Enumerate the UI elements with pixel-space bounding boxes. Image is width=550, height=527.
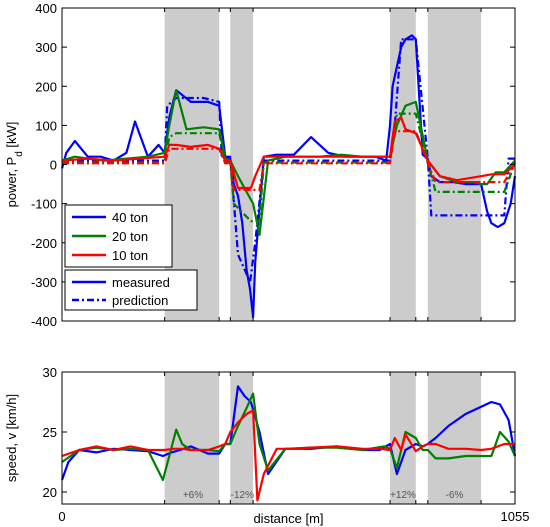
power-grade-region — [390, 8, 416, 321]
legend-label: 10 ton — [112, 248, 148, 263]
power-series-40-ton-prediction — [62, 38, 515, 283]
power-series-20-ton-prediction — [62, 112, 517, 223]
power-grade-region — [230, 8, 254, 321]
power-ytick-label: -400 — [31, 314, 57, 329]
legend: 40 ton 20 ton 10 ton measured prediction — [64, 204, 198, 311]
power-ytick-label: 400 — [35, 1, 57, 16]
power-ylabel-sub: d — [14, 151, 25, 157]
power-ylabel-unit: [kW] — [4, 122, 19, 152]
speed-series-40-ton — [60, 385, 517, 481]
grade-label: +12% — [390, 490, 416, 501]
grade-label: -6% — [446, 490, 464, 501]
power-ytick-label: 300 — [35, 40, 57, 55]
speed-ytick-label: 25 — [43, 425, 57, 440]
speed-xtick-label: 1055 — [501, 509, 530, 524]
power-series-40-ton-measured — [60, 34, 517, 319]
speed-ytick-label: 30 — [43, 365, 57, 380]
legend-label: 40 ton — [112, 210, 148, 225]
grade-label: +6% — [183, 490, 203, 501]
speed-ylabel: speed, v [km/h] — [4, 394, 19, 482]
power-ytick-label: 200 — [35, 79, 57, 94]
power-series-10-ton-measured — [61, 116, 516, 190]
power-grade-region — [427, 8, 482, 321]
speed-series-20-ton — [61, 392, 517, 482]
power-ytick-label: -100 — [31, 197, 57, 212]
speed-chart: 20 25 30 0 1055 +6% -12% +12% -6% speed, v [km/… — [4, 365, 529, 526]
speed-grade-region — [164, 372, 220, 504]
speed-ytick-label: 20 — [43, 485, 57, 500]
grade-label: -12% — [231, 490, 254, 501]
power-ytick-label: 100 — [35, 118, 57, 133]
speed-series-10-ton — [61, 409, 515, 502]
power-ylabel: power, Pd [kW] — [4, 122, 25, 208]
power-ylabel-main: power, P — [4, 157, 19, 208]
power-grade-region — [164, 8, 220, 321]
speed-xtick-label: 0 — [58, 509, 65, 524]
power-ytick-label: -200 — [31, 236, 57, 251]
power-chart: -400 -300 -200 -100 0 100 200 300 400 power, Pd … — [4, 1, 517, 329]
distance-xlabel: distance [m] — [253, 511, 323, 526]
speed-plot-frame — [61, 371, 516, 505]
power-ytick-label: 0 — [50, 158, 57, 173]
legend-style-label: prediction — [112, 293, 168, 308]
legend-style-label: measured — [112, 275, 170, 290]
power-ytick-label: -300 — [31, 275, 57, 290]
legend-label: 20 ton — [112, 229, 148, 244]
legend-box-style — [64, 269, 198, 311]
